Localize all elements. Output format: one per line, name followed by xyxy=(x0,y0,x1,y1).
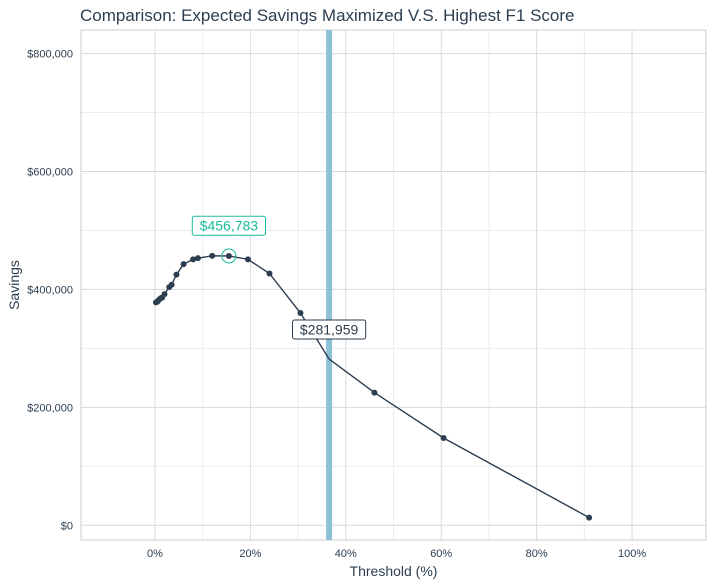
data-point xyxy=(266,270,273,277)
data-point xyxy=(168,281,175,288)
y-tick-label: $800,000 xyxy=(27,49,73,61)
savings-line xyxy=(155,255,590,519)
data-point xyxy=(173,271,180,278)
x-tick-label: 0% xyxy=(147,548,163,560)
plot-frame xyxy=(80,29,707,541)
annotation-layer: $456,783 $281,959 xyxy=(191,215,367,340)
x-tick-label: 40% xyxy=(335,548,357,560)
y-tick-label: $400,000 xyxy=(27,284,73,296)
data-point xyxy=(297,310,304,317)
x-tick-label: 20% xyxy=(239,548,261,560)
x-tick-label: 60% xyxy=(430,548,452,560)
y-axis-title: Savings xyxy=(6,260,22,310)
chart-title: Comparison: Expected Savings Maximized V… xyxy=(80,6,575,25)
grid-layer xyxy=(81,30,706,540)
x-tick-label: 100% xyxy=(618,548,646,560)
y-tick-labels: $0 $200,000 $400,000 $600,000 $800,000 xyxy=(27,49,73,533)
y-tick-label: $0 xyxy=(61,520,73,532)
data-point xyxy=(209,252,216,259)
x-tick-labels: 0% 20% 40% 60% 80% 100% xyxy=(147,548,646,560)
data-point xyxy=(586,514,593,521)
annotation-box xyxy=(191,215,267,236)
annotation-label: $456,783 xyxy=(200,218,259,234)
data-point xyxy=(225,252,232,259)
x-axis-title: Threshold (%) xyxy=(350,563,438,579)
y-tick-label: $600,000 xyxy=(27,167,73,179)
annotation-label: $281,959 xyxy=(300,322,359,338)
data-point xyxy=(180,261,187,268)
data-point xyxy=(194,255,201,262)
max-savings-highlight xyxy=(221,248,237,264)
x-tick-label: 80% xyxy=(526,548,548,560)
annotation-box xyxy=(291,319,367,340)
data-point xyxy=(190,256,197,263)
data-point xyxy=(440,435,447,441)
data-point xyxy=(371,389,378,396)
data-point xyxy=(161,291,168,298)
series-layer xyxy=(152,252,593,521)
y-tick-label: $200,000 xyxy=(27,402,73,414)
data-point xyxy=(244,256,251,263)
